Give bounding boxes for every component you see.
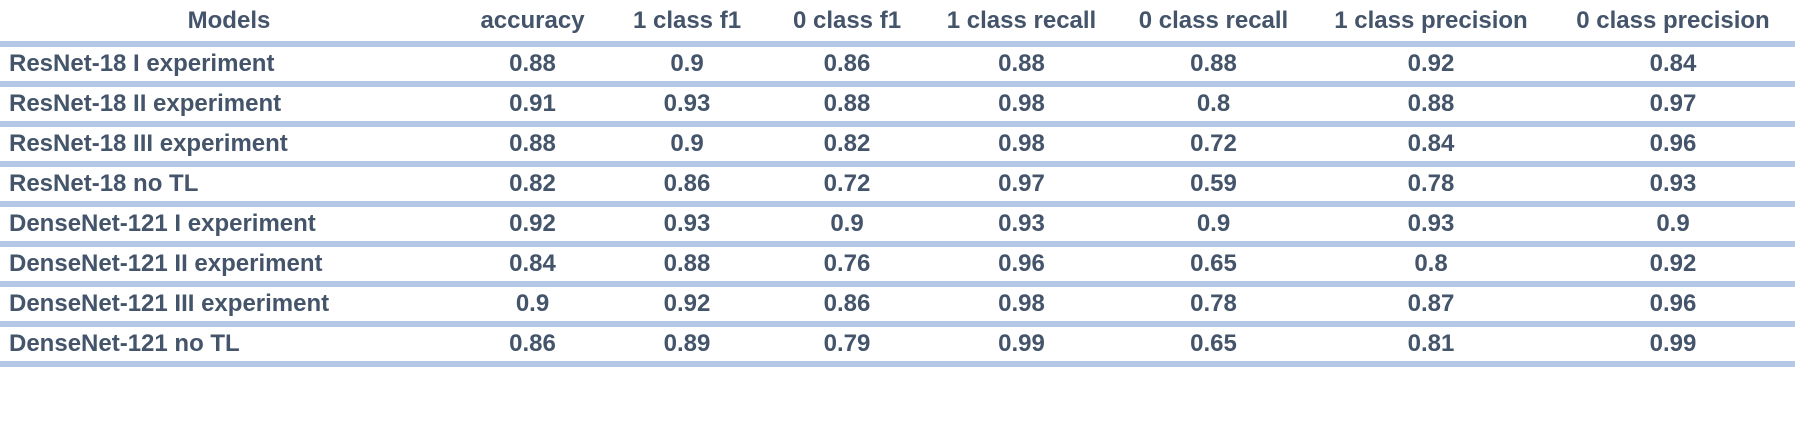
metric-value: 0.96 xyxy=(1649,130,1697,157)
metric-value: 0.98 xyxy=(998,130,1045,157)
metric-value: 0.9 xyxy=(1196,210,1231,237)
table-row: ResNet-18 II experiment 0.91 0.93 0.88 0.98 0… xyxy=(0,84,1795,124)
metric-value: 0.89 xyxy=(663,330,711,357)
header-cell: 0 class f1 xyxy=(792,6,902,34)
table-row: DenseNet-121 II experiment 0.84 0.88 0.76 0.… xyxy=(0,244,1795,284)
model-name: DenseNet-121 no TL xyxy=(9,330,240,357)
table-row: ResNet-18 III experiment 0.88 0.9 0.82 0.98 0… xyxy=(0,124,1795,164)
metric-value: 0.96 xyxy=(998,250,1045,277)
table-row: DenseNet-121 no TL 0.86 0.89 0.79 0.99 0.65 0.… xyxy=(0,324,1795,364)
table-row: DenseNet-121 I experiment 0.92 0.93 0.9 0.93… xyxy=(0,204,1795,244)
metric-value: 0.88 xyxy=(823,90,871,117)
metric-value: 0.97 xyxy=(998,170,1045,197)
metric-value: 0.76 xyxy=(823,250,871,277)
metric-value: 0.93 xyxy=(998,210,1045,237)
metric-value: 0.9 xyxy=(515,290,550,317)
metric-value: 0.78 xyxy=(1407,170,1455,197)
metric-value: 0.92 xyxy=(509,210,556,237)
metric-value: 0.82 xyxy=(509,170,556,197)
metric-value: 0.93 xyxy=(663,90,711,117)
metric-value: 0.8 xyxy=(1196,90,1231,117)
header-cell: 0 class precision xyxy=(1576,6,1770,34)
metric-value: 0.72 xyxy=(823,170,871,197)
metric-value: 0.84 xyxy=(1407,130,1455,157)
header-cell: 1 class f1 xyxy=(632,6,742,34)
table-row: DenseNet-121 III experiment 0.9 0.92 0.86 0.… xyxy=(0,284,1795,324)
table-row: ResNet-18 I experiment 0.88 0.9 0.86 0.88 0.8… xyxy=(0,44,1795,84)
metric-value: 0.88 xyxy=(1190,50,1237,77)
metric-value: 0.99 xyxy=(998,330,1045,357)
metric-value: 0.88 xyxy=(1407,90,1455,117)
metric-value: 0.88 xyxy=(663,250,711,277)
model-name: DenseNet-121 II experiment xyxy=(9,250,323,277)
metric-value: 0.88 xyxy=(509,130,556,157)
metric-value: 0.82 xyxy=(823,130,871,157)
model-name: ResNet-18 II experiment xyxy=(9,90,282,117)
table-row: ResNet-18 no TL 0.82 0.86 0.72 0.97 0.59 0.78 0… xyxy=(0,164,1795,204)
metric-value: 0.65 xyxy=(1190,250,1237,277)
model-name: ResNet-18 III experiment xyxy=(9,130,288,157)
table-header: Models accuracy 1 class f1 0 class f1 1 clas… xyxy=(0,0,1795,44)
metric-value: 0.99 xyxy=(1649,330,1697,357)
metric-value: 0.79 xyxy=(823,330,871,357)
metric-value: 0.9 xyxy=(830,210,864,237)
header-row: Models accuracy 1 class f1 0 class f1 1 clas… xyxy=(0,0,1795,44)
header-cell: accuracy xyxy=(480,6,585,34)
metric-value: 0.9 xyxy=(670,50,704,77)
model-name: DenseNet-121 III experiment xyxy=(9,290,330,317)
metric-value: 0.91 xyxy=(509,90,556,117)
metric-value: 0.92 xyxy=(1407,50,1455,77)
model-name: ResNet-18 no TL xyxy=(9,170,199,197)
metric-value: 0.9 xyxy=(670,130,704,157)
table-body: ResNet-18 I experiment 0.88 0.9 0.86 0.88 0.8… xyxy=(0,44,1795,364)
metric-value: 0.97 xyxy=(1649,90,1697,117)
metric-value: 0.78 xyxy=(1190,290,1237,317)
metric-value: 0.86 xyxy=(823,290,871,317)
metric-value: 0.98 xyxy=(998,90,1045,117)
metric-value: 0.92 xyxy=(1649,250,1697,277)
metric-value: 0.92 xyxy=(663,290,711,317)
header-cell: 0 class recall xyxy=(1138,6,1289,34)
metric-value: 0.86 xyxy=(663,170,711,197)
metric-value: 0.93 xyxy=(1649,170,1697,197)
header-cell: 1 class recall xyxy=(946,6,1097,34)
metric-value: 0.98 xyxy=(998,290,1045,317)
metric-value: 0.59 xyxy=(1190,170,1237,197)
metric-value: 0.96 xyxy=(1649,290,1697,317)
header-cell: 1 class precision xyxy=(1334,6,1528,34)
metric-value: 0.88 xyxy=(509,50,556,77)
metric-value: 0.88 xyxy=(998,50,1045,77)
metric-value: 0.87 xyxy=(1407,290,1455,317)
metric-value: 0.65 xyxy=(1190,330,1237,357)
model-name: DenseNet-121 I experiment xyxy=(9,210,316,237)
metric-value: 0.86 xyxy=(823,50,871,77)
model-name: ResNet-18 I experiment xyxy=(9,50,275,77)
metric-value: 0.93 xyxy=(663,210,711,237)
metric-value: 0.84 xyxy=(1649,50,1697,77)
metric-value: 0.72 xyxy=(1190,130,1237,157)
metric-value: 0.93 xyxy=(1407,210,1455,237)
metric-value: 0.81 xyxy=(1407,330,1455,357)
metric-value: 0.84 xyxy=(509,250,556,277)
results-table: Models accuracy 1 class f1 0 class f1 1 clas… xyxy=(0,0,1795,364)
header-cell: Models xyxy=(187,6,271,34)
metric-value: 0.8 xyxy=(1414,250,1448,277)
metric-value: 0.9 xyxy=(1656,210,1690,237)
metric-value: 0.86 xyxy=(509,330,556,357)
